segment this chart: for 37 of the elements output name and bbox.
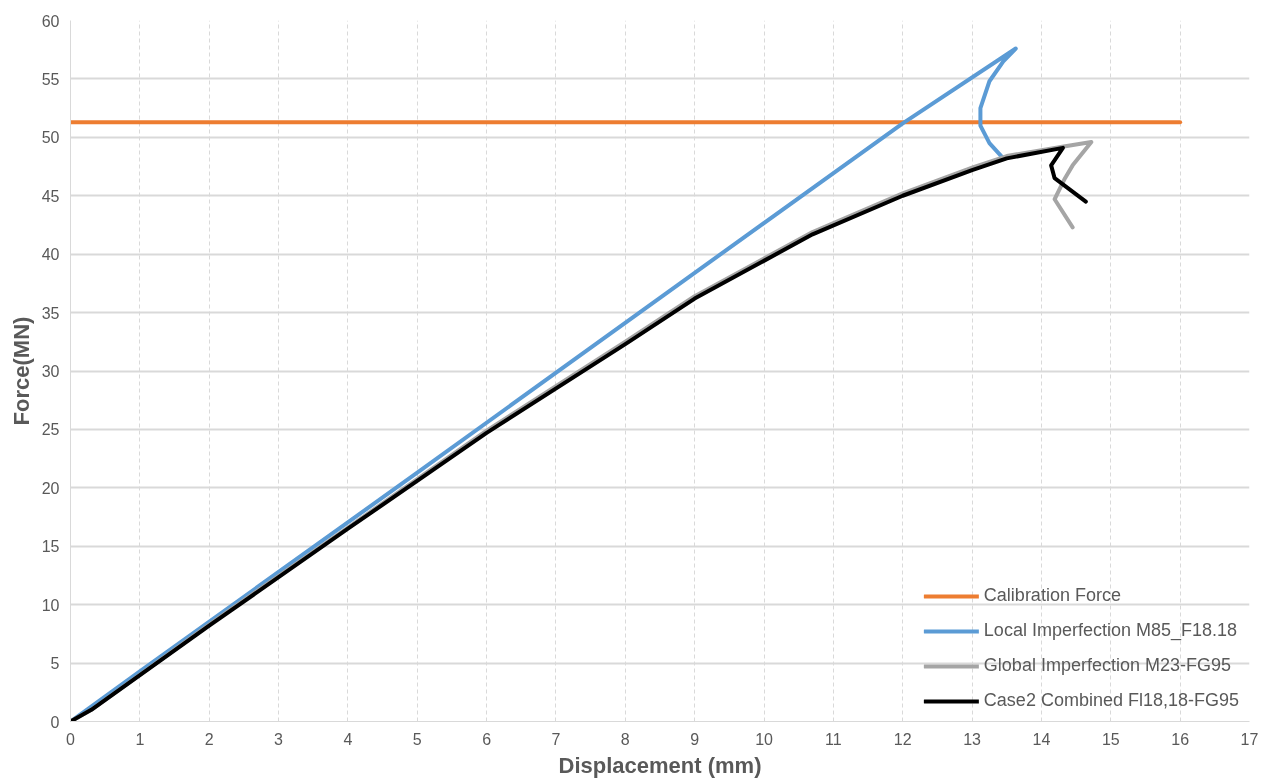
y-tick-label: 25 <box>41 421 60 439</box>
y-tick-label: 50 <box>41 129 60 147</box>
y-tick-label: 60 <box>41 12 60 30</box>
x-tick-label: 6 <box>482 730 492 748</box>
legend-label: Case2 Combined Fl18,18-FG95 <box>983 690 1239 711</box>
y-tick-label: 5 <box>50 655 60 673</box>
x-tick-label: 5 <box>412 730 422 748</box>
x-axis-title: Displacement (mm) <box>558 752 762 778</box>
y-tick-label: 15 <box>41 538 60 556</box>
x-tick-label: 17 <box>1240 730 1259 748</box>
x-tick-label: 3 <box>274 730 284 748</box>
x-tick-label: 2 <box>204 730 214 748</box>
y-tick-label: 30 <box>41 363 60 380</box>
y-axis-title: Force(MN) <box>8 316 34 426</box>
x-tick-label: 16 <box>1171 730 1190 748</box>
x-tick-label: 0 <box>66 730 76 748</box>
y-tick-label: 40 <box>41 246 60 264</box>
legend-label: Local Imperfection M85_F18.18 <box>983 620 1238 641</box>
y-tick-label: 10 <box>41 596 60 614</box>
x-tick-label: 8 <box>620 730 630 748</box>
x-tick-label: 14 <box>1032 730 1051 748</box>
legend-label: Global Imperfection M23-FG95 <box>983 655 1231 676</box>
x-tick-label: 9 <box>690 730 700 748</box>
legend-label: Calibration Force <box>983 585 1121 606</box>
x-tick-label: 4 <box>343 730 353 748</box>
y-tick-label: 45 <box>41 187 60 205</box>
y-tick-label: 35 <box>41 304 60 322</box>
x-tick-label: 10 <box>755 730 774 748</box>
y-tick-label: 0 <box>50 713 60 731</box>
x-tick-label: 1 <box>135 730 145 748</box>
x-tick-label: 13 <box>963 730 982 748</box>
y-tick-label: 55 <box>41 70 60 88</box>
x-tick-label: 12 <box>893 730 912 748</box>
y-tick-label: 20 <box>41 479 60 497</box>
x-tick-label: 15 <box>1101 730 1120 748</box>
x-tick-label: 11 <box>825 730 842 748</box>
x-tick-label: 7 <box>551 730 561 748</box>
